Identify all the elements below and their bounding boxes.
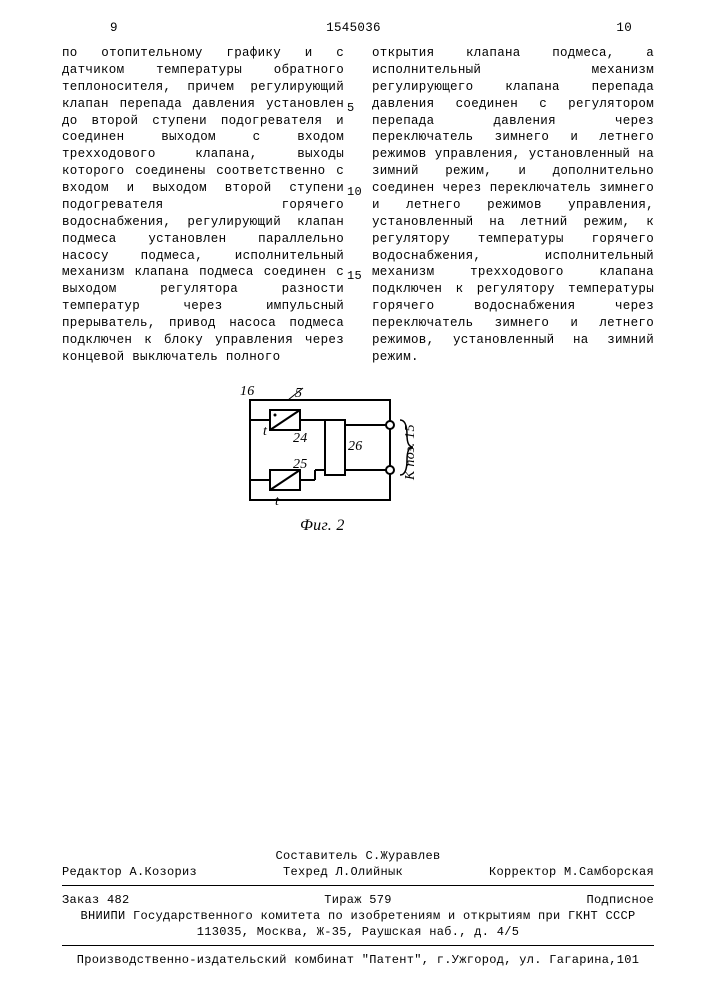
left-column: по отопительному графику и с датчиком те…	[62, 45, 344, 366]
divider	[62, 885, 654, 886]
credit-row: Редактор А.Козориз Техред Л.Олийнык Корр…	[62, 864, 654, 880]
page: 9 10 1545036 по отопительному графику и …	[0, 0, 707, 1000]
tehred: Техред Л.Олийнык	[283, 864, 403, 880]
label-16: 16	[240, 384, 255, 399]
divider	[62, 945, 654, 946]
credits-block: Составитель С.Журавлев Редактор А.Козори…	[62, 848, 654, 882]
label-right: К поз. 15	[403, 424, 418, 481]
figure-2: t t 16 5 24 26 2	[235, 380, 455, 530]
line-number: 10	[347, 184, 362, 200]
circuit-diagram: t t 16 5 24 26 2	[235, 380, 455, 530]
printer: Производственно-издательский комбинат "П…	[62, 952, 654, 968]
line-number: 5	[347, 100, 355, 116]
vniipi: ВНИИПИ Государственного комитета по изоб…	[62, 908, 654, 924]
tirazh: Тираж 579	[324, 892, 392, 908]
figure-caption: Фиг. 2	[300, 515, 345, 537]
compiler: Составитель С.Журавлев	[62, 848, 654, 864]
order-block: Заказ 482 Тираж 579 Подписное ВНИИПИ Гос…	[62, 892, 654, 941]
order-row: Заказ 482 Тираж 579 Подписное	[62, 892, 654, 908]
right-column: открытия клапана подмеса, а исполнительн…	[372, 45, 654, 366]
label-26: 26	[348, 439, 363, 454]
address: 113035, Москва, Ж-35, Раушская наб., д. …	[62, 924, 654, 940]
label-t: t	[275, 494, 280, 509]
label-25: 25	[293, 457, 308, 472]
order: Заказ 482	[62, 892, 130, 908]
corrector: Корректор М.Самборская	[489, 864, 654, 880]
text-columns: по отопительному графику и с датчиком те…	[62, 45, 654, 366]
editor: Редактор А.Козориз	[62, 864, 197, 880]
podpis: Подписное	[586, 892, 654, 908]
label-t: t	[263, 424, 268, 439]
patent-number: 1545036	[0, 20, 707, 37]
label-24: 24	[293, 431, 308, 446]
line-number: 15	[347, 268, 362, 284]
